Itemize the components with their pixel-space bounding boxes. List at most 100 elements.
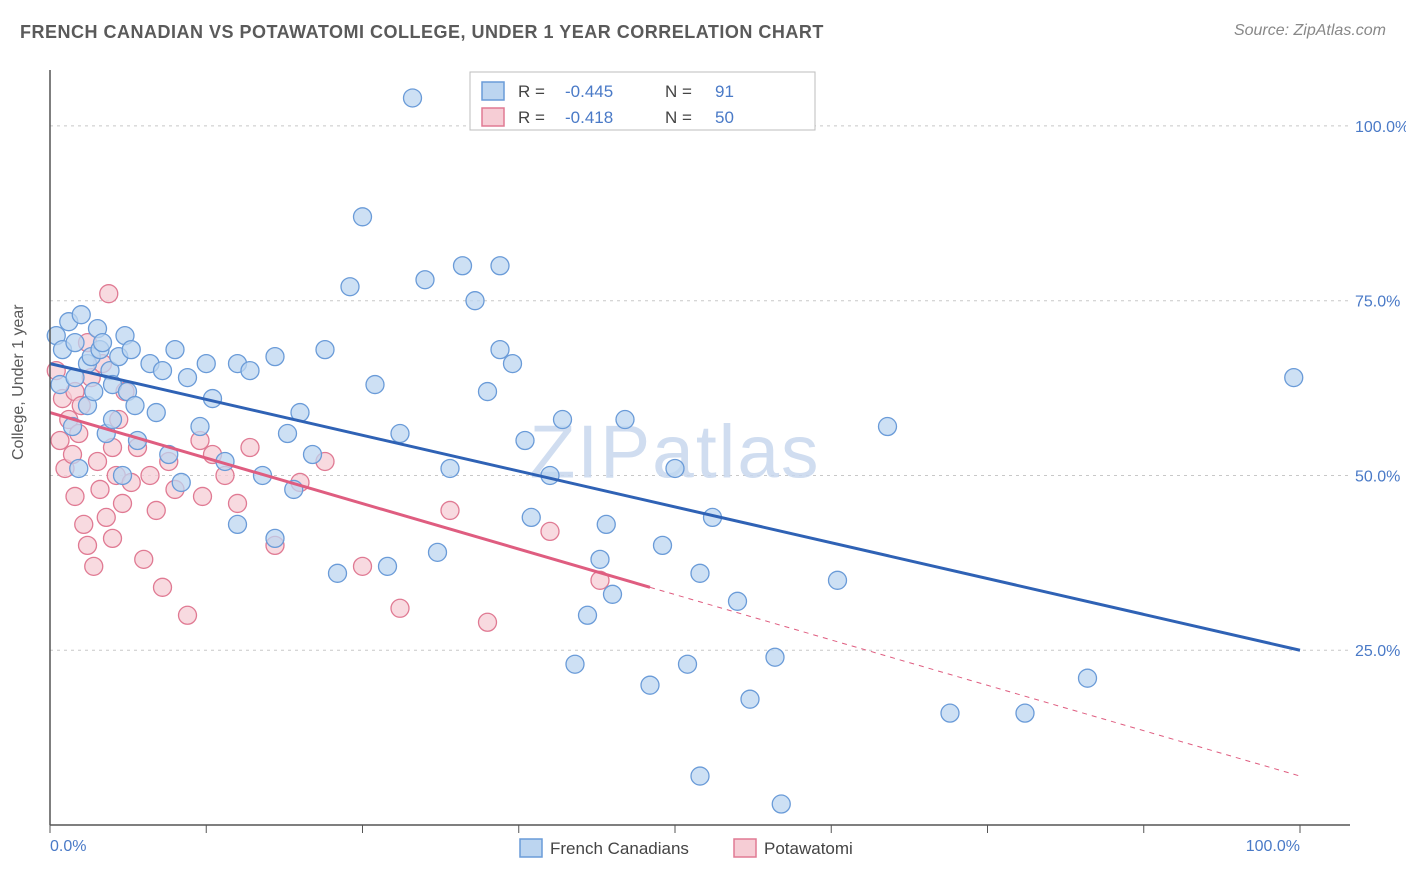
legend-series-label: Potawatomi: [764, 839, 853, 858]
legend-series-label: French Canadians: [550, 839, 689, 858]
chart-area: College, Under 1 year 25.0%50.0%75.0%100…: [0, 60, 1406, 892]
data-point: [72, 306, 90, 324]
y-tick-label: 25.0%: [1355, 643, 1400, 660]
data-point: [154, 578, 172, 596]
data-point: [1079, 669, 1097, 687]
data-point: [772, 795, 790, 813]
data-point: [354, 208, 372, 226]
data-point: [241, 362, 259, 380]
data-point: [766, 648, 784, 666]
data-point: [114, 466, 132, 484]
data-point: [229, 494, 247, 512]
data-point: [89, 452, 107, 470]
data-point: [479, 383, 497, 401]
y-tick-label: 50.0%: [1355, 468, 1400, 485]
legend-n-value: 50: [715, 108, 734, 127]
data-point: [591, 550, 609, 568]
data-point: [66, 334, 84, 352]
data-point: [491, 341, 509, 359]
data-point: [466, 292, 484, 310]
data-point: [604, 585, 622, 603]
data-point: [666, 459, 684, 477]
data-point: [154, 362, 172, 380]
data-point: [729, 592, 747, 610]
data-point: [566, 655, 584, 673]
data-point: [179, 606, 197, 624]
data-point: [441, 459, 459, 477]
data-point: [66, 487, 84, 505]
legend-r-label: R =: [518, 108, 545, 127]
data-point: [70, 459, 88, 477]
data-point: [491, 257, 509, 275]
data-point: [97, 508, 115, 526]
data-point: [541, 522, 559, 540]
x-tick-label: 100.0%: [1246, 838, 1300, 855]
data-point: [441, 501, 459, 519]
data-point: [454, 257, 472, 275]
data-point: [172, 473, 190, 491]
x-tick-label: 0.0%: [50, 838, 86, 855]
chart-title: FRENCH CANADIAN VS POTAWATOMI COLLEGE, U…: [20, 22, 824, 42]
data-point: [147, 501, 165, 519]
y-tick-label: 100.0%: [1355, 119, 1406, 136]
data-point: [126, 397, 144, 415]
data-point: [75, 515, 93, 533]
data-point: [135, 550, 153, 568]
legend-swatch: [734, 839, 756, 857]
data-point: [141, 466, 159, 484]
data-point: [104, 529, 122, 547]
legend-swatch: [482, 82, 504, 100]
data-point: [266, 348, 284, 366]
data-point: [641, 676, 659, 694]
data-point: [504, 355, 522, 373]
data-point: [79, 536, 97, 554]
data-point: [241, 439, 259, 457]
data-point: [1016, 704, 1034, 722]
data-point: [229, 515, 247, 533]
data-point: [85, 557, 103, 575]
data-point: [304, 445, 322, 463]
data-point: [51, 432, 69, 450]
data-point: [266, 529, 284, 547]
data-point: [829, 571, 847, 589]
data-point: [741, 690, 759, 708]
data-point: [522, 508, 540, 526]
scatter-chart: 25.0%50.0%75.0%100.0%ZIPatlas0.0%100.0%R…: [0, 60, 1406, 892]
legend-r-label: R =: [518, 82, 545, 101]
data-point: [516, 432, 534, 450]
data-point: [479, 613, 497, 631]
data-point: [94, 334, 112, 352]
legend-n-label: N =: [665, 82, 692, 101]
data-point: [194, 487, 212, 505]
data-point: [91, 480, 109, 498]
data-point: [941, 704, 959, 722]
data-point: [366, 376, 384, 394]
data-point: [554, 411, 572, 429]
data-point: [197, 355, 215, 373]
data-point: [404, 89, 422, 107]
data-point: [879, 418, 897, 436]
data-point: [691, 767, 709, 785]
data-point: [85, 383, 103, 401]
legend-swatch: [520, 839, 542, 857]
data-point: [279, 425, 297, 443]
legend-n-value: 91: [715, 82, 734, 101]
data-point: [691, 564, 709, 582]
data-point: [391, 425, 409, 443]
data-point: [166, 341, 184, 359]
data-point: [104, 411, 122, 429]
data-point: [391, 599, 409, 617]
trend-line-extrapolated: [650, 587, 1300, 776]
data-point: [329, 564, 347, 582]
data-point: [191, 418, 209, 436]
data-point: [416, 271, 434, 289]
data-point: [316, 341, 334, 359]
data-point: [354, 557, 372, 575]
data-point: [679, 655, 697, 673]
data-point: [379, 557, 397, 575]
data-point: [616, 411, 634, 429]
chart-header: FRENCH CANADIAN VS POTAWATOMI COLLEGE, U…: [20, 22, 1386, 52]
data-point: [147, 404, 165, 422]
data-point: [597, 515, 615, 533]
y-axis-label: College, Under 1 year: [10, 304, 28, 460]
